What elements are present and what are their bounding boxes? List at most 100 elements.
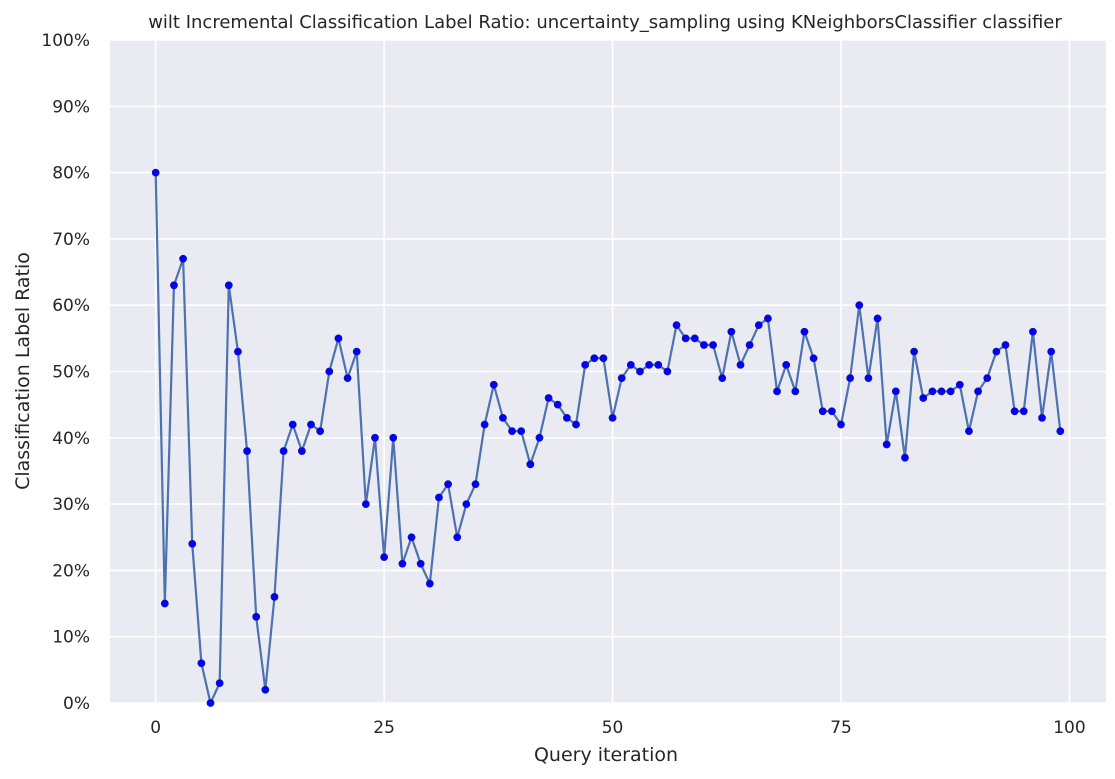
data-point: [252, 612, 261, 621]
y-axis-title: Classification Label Ratio: [12, 252, 34, 490]
data-point: [1010, 407, 1019, 416]
data-point: [581, 360, 590, 369]
data-point: [197, 659, 206, 668]
data-point: [928, 387, 937, 396]
data-point: [425, 579, 434, 588]
data-point: [709, 341, 717, 349]
x-tick-label: 50: [602, 718, 624, 738]
data-point: [864, 374, 873, 383]
data-point: [288, 420, 297, 429]
data-point: [416, 559, 425, 568]
y-tick-label: 0%: [63, 694, 90, 714]
data-point: [672, 321, 681, 329]
data-point: [270, 593, 279, 601]
data-point: [827, 407, 836, 416]
data-point: [782, 360, 791, 369]
data-point: [855, 301, 864, 310]
data-point: [535, 433, 544, 442]
data-point: [380, 553, 389, 562]
data-point: [590, 354, 599, 363]
data-point: [462, 500, 471, 508]
data-point: [325, 367, 334, 376]
data-point: [974, 387, 982, 396]
data-point: [654, 360, 663, 369]
data-point: [215, 679, 224, 688]
data-point: [937, 387, 946, 396]
data-point: [1001, 341, 1010, 349]
x-tick-label: 100: [1053, 718, 1085, 738]
data-point: [307, 420, 315, 429]
data-point: [608, 414, 617, 422]
data-point: [151, 168, 160, 177]
data-point: [297, 447, 306, 455]
y-tick-label: 90%: [52, 97, 90, 117]
data-point: [818, 407, 827, 416]
data-point: [773, 387, 781, 396]
data-point: [955, 380, 964, 389]
y-tick-label: 100%: [41, 31, 90, 51]
data-point: [170, 281, 178, 290]
data-point: [206, 699, 215, 707]
data-point: [764, 314, 772, 323]
chart-title: wilt Incremental Classification Label Ra…: [148, 12, 1062, 33]
data-point: [343, 374, 352, 383]
data-point: [279, 447, 288, 455]
data-point: [261, 685, 270, 694]
data-point: [224, 281, 233, 290]
data-point: [873, 314, 882, 323]
data-point: [690, 334, 699, 343]
data-point: [234, 347, 242, 356]
data-point: [508, 427, 516, 436]
x-tick-label: 25: [373, 718, 395, 738]
data-point: [919, 394, 928, 402]
data-point: [983, 374, 992, 383]
x-axis-title: Query iteration: [534, 744, 678, 766]
data-point: [736, 360, 745, 369]
data-point: [160, 599, 169, 608]
data-point: [901, 453, 909, 462]
series-line: [154, 172, 1062, 705]
data-point: [453, 533, 462, 542]
data-point: [809, 354, 818, 363]
data-point: [718, 374, 727, 383]
data-point: [946, 387, 955, 396]
data-point: [444, 480, 452, 489]
data-point: [352, 347, 361, 356]
data-point: [526, 460, 535, 469]
tick-labels: 0 25 50 75 100 0% 10% 20% 30% 40% 50% 60% 70% 80% 90% 1…: [41, 31, 1085, 738]
y-tick-label: 10%: [52, 628, 90, 648]
data-point: [745, 341, 754, 349]
data-point: [846, 374, 855, 383]
data-point: [544, 394, 553, 402]
y-tick-label: 50%: [52, 363, 90, 383]
data-point: [572, 420, 580, 429]
data-point: [562, 414, 571, 422]
data-point: [361, 500, 370, 508]
data-point: [316, 427, 325, 436]
data-point: [791, 387, 800, 396]
data-point: [599, 354, 608, 363]
data-point: [663, 367, 672, 376]
data-point: [489, 380, 498, 389]
data-point: [334, 334, 343, 343]
data-point: [371, 433, 379, 442]
data-point: [754, 321, 763, 329]
data-point: [517, 427, 526, 436]
y-tick-label: 40%: [52, 429, 90, 449]
x-tick-label: 75: [830, 718, 852, 738]
data-point: [1056, 427, 1065, 436]
data-point: [398, 559, 407, 568]
y-tick-label: 70%: [52, 230, 90, 250]
data-point: [727, 327, 736, 336]
y-tick-label: 80%: [52, 164, 90, 184]
data-point: [188, 539, 197, 548]
y-tick-label: 60%: [52, 296, 90, 316]
y-tick-label: 30%: [52, 495, 90, 515]
data-point: [499, 414, 507, 422]
data-point: [800, 327, 809, 336]
data-point: [1019, 407, 1028, 416]
data-point: [435, 493, 443, 502]
data-point: [243, 447, 251, 455]
data-point: [626, 360, 635, 369]
